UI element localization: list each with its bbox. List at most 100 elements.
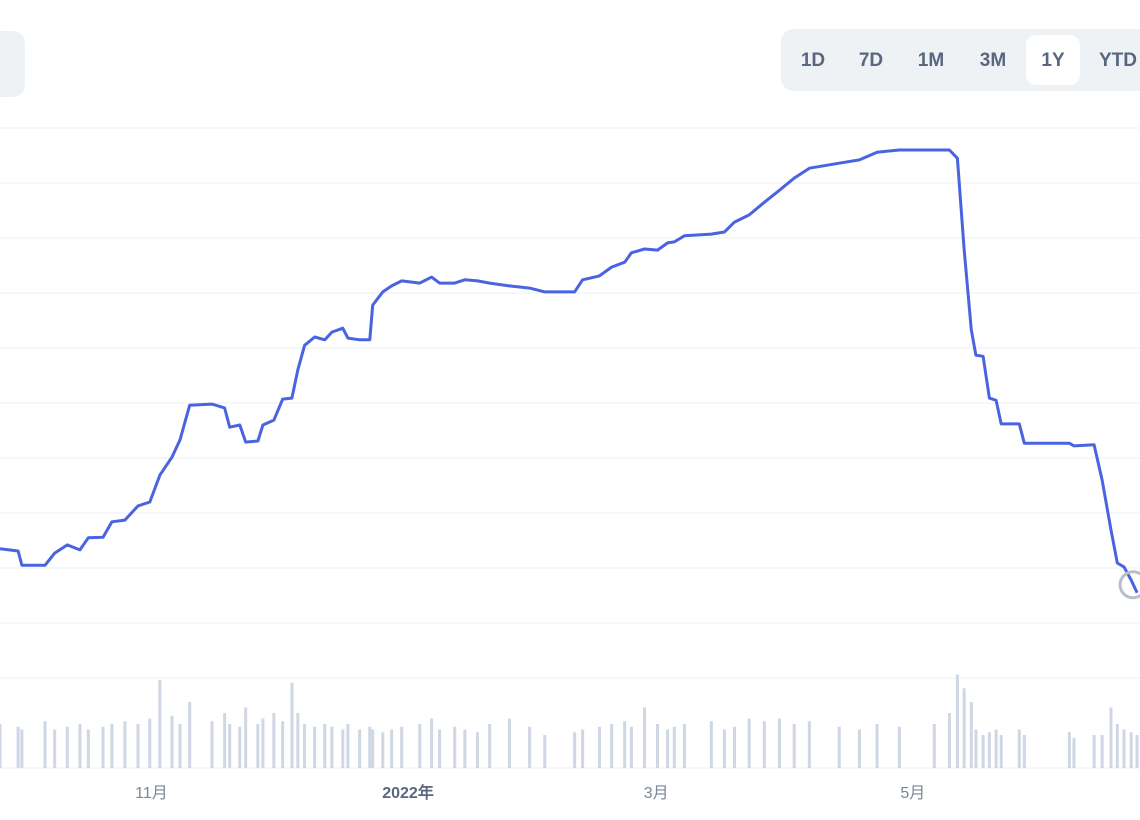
volume-bar [438,729,442,768]
volume-bar [65,726,69,768]
volume-bar [238,726,242,768]
partial-button[interactable] [0,31,25,97]
volume-bar [747,718,751,768]
volume-bar [136,724,140,768]
volume-bar [837,726,841,768]
volume-bar [629,726,633,768]
volume-bar [875,724,879,768]
volume-bar [170,715,174,768]
volume-bar [368,726,372,768]
volume-bar [610,724,614,768]
volume-bar [358,729,362,768]
volume-bar [642,707,646,768]
volume-bar [20,729,24,768]
volume-bar [962,688,966,768]
range-button[interactable]: 1M [918,50,944,71]
x-tick-label: 11月 [135,785,168,802]
volume-bar [272,713,276,768]
volume-bar [0,724,2,768]
volume-bar [762,721,766,768]
volume-bar [1135,735,1139,768]
range-button[interactable]: 7D [859,50,883,71]
volume-bar [418,724,422,768]
volume-bar [296,713,300,768]
volume-bar [390,729,394,768]
volume-bar [947,713,951,768]
volume-bar [709,721,713,768]
volume-bar [777,718,781,768]
volume-bar [178,724,182,768]
volume-bar [792,724,796,768]
volume-bar [488,724,492,768]
volume-bar [1067,732,1071,768]
volume-bar [158,680,162,768]
volume-bar [1129,732,1133,768]
range-button[interactable]: 3M [980,50,1006,71]
range-button[interactable]: 1Y [1041,50,1065,71]
active-button-bg [1026,35,1080,85]
volume-bar [1109,707,1113,768]
range-button[interactable]: 1D [801,50,825,71]
volume-bar [110,724,114,768]
volume-bar [341,729,345,768]
end-marker [1118,570,1140,600]
volume-bar [346,724,350,768]
volume-bar [148,718,152,768]
volume-bar [210,721,214,768]
volume-bar [43,721,47,768]
volume-bar [453,726,457,768]
volume-bar [974,729,978,768]
volume-bar [261,718,265,768]
volume-bar [86,729,90,768]
volume-bar [400,726,404,768]
range-buttons: 1D 7D 1M 3M 1Y YTD [801,35,1137,85]
volume-bar [244,707,248,768]
volume-bar [223,713,227,768]
volume-bar [323,724,327,768]
volume-bar [463,729,467,768]
volume-bar [623,721,627,768]
volume-bar [932,724,936,768]
x-tick-label: 3月 [644,785,669,802]
volume-bar [1072,737,1076,768]
volume-bar [188,702,192,768]
volume-bar [1115,724,1119,768]
volume-bar [78,724,82,768]
volume-bar [430,718,434,768]
volume-bar [475,732,479,768]
volume-bar [666,729,670,768]
x-tick-label: 5月 [900,785,925,802]
range-selector [781,29,1140,91]
volume-bar [1122,729,1126,768]
volume-bar [581,729,585,768]
volume-bar [722,729,726,768]
volume-bar [101,726,105,768]
volume-bar [597,726,601,768]
volume-bar [371,729,375,768]
volume-bar [682,724,686,768]
volume-bar [1100,735,1104,768]
volume-bar [573,732,577,768]
volume-bar [857,729,861,768]
volume-bar [303,724,307,768]
volume-bar [381,732,385,768]
volume-bar [123,721,127,768]
volume-bar [330,726,334,768]
volume-bar [999,735,1003,768]
x-tick-label: 2022年 [382,783,434,802]
range-button[interactable]: YTD [1099,50,1137,71]
price-line [0,148,1139,594]
volume-bar [987,732,991,768]
volume-bar [897,726,901,768]
volume-bar [16,726,20,768]
volume-bar [994,729,998,768]
volume-bar [807,721,811,768]
volume-bar [1092,735,1096,768]
volume-bar [1017,729,1021,768]
volume-bar [507,718,511,768]
volume-bar [53,729,57,768]
volume-bar [732,726,736,768]
volume-bar [313,726,317,768]
chart: 11月 2022年 3月 5月 [0,127,1140,802]
